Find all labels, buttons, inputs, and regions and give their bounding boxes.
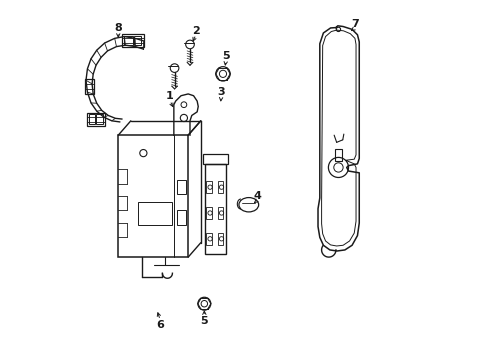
Bar — [122, 34, 144, 47]
Text: 7: 7 — [350, 19, 358, 29]
Bar — [86, 113, 104, 126]
Bar — [206, 181, 211, 193]
Bar — [134, 36, 141, 45]
Bar — [334, 149, 341, 161]
Text: 3: 3 — [217, 87, 224, 97]
Bar — [88, 114, 95, 125]
Text: 1: 1 — [166, 91, 173, 101]
Bar — [118, 135, 188, 257]
Bar — [85, 79, 94, 94]
Text: 4: 4 — [253, 191, 261, 201]
Bar — [138, 202, 172, 225]
Bar — [218, 207, 223, 219]
Text: 5: 5 — [200, 316, 208, 325]
Bar — [206, 207, 211, 219]
Text: 6: 6 — [156, 320, 164, 329]
Bar — [177, 180, 186, 194]
Bar — [206, 233, 211, 244]
Text: 2: 2 — [192, 26, 200, 36]
Bar — [218, 233, 223, 244]
Text: 5: 5 — [222, 51, 229, 61]
Bar — [203, 154, 227, 164]
Bar — [218, 181, 223, 193]
Bar — [204, 164, 225, 253]
Bar — [96, 114, 102, 125]
Bar — [123, 36, 132, 45]
Bar — [177, 211, 186, 225]
Text: 8: 8 — [114, 23, 122, 33]
